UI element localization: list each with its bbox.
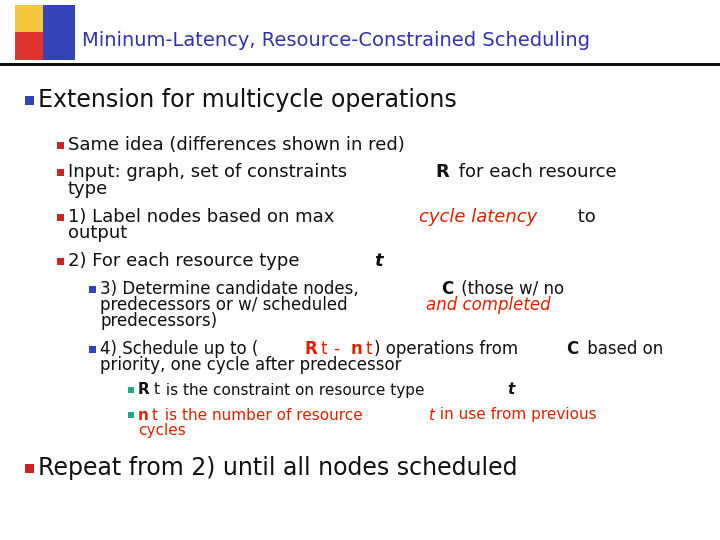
- Text: priority, one cycle after predecessor: priority, one cycle after predecessor: [100, 356, 402, 374]
- Text: t: t: [320, 340, 327, 358]
- Text: -: -: [329, 340, 346, 358]
- Text: t: t: [153, 382, 159, 397]
- Text: is the number of resource: is the number of resource: [160, 408, 367, 422]
- Text: Input: graph, set of constraints: Input: graph, set of constraints: [68, 163, 353, 181]
- Text: predecessors): predecessors): [100, 312, 217, 330]
- Text: t: t: [507, 382, 515, 397]
- Text: Extension for multicycle operations: Extension for multicycle operations: [38, 88, 456, 112]
- Text: 2) For each resource type: 2) For each resource type: [68, 252, 305, 270]
- Text: cycle latency: cycle latency: [419, 208, 537, 226]
- Text: n: n: [138, 408, 149, 422]
- FancyBboxPatch shape: [57, 213, 64, 220]
- Text: C: C: [441, 280, 453, 298]
- Text: is the constraint on resource type: is the constraint on resource type: [161, 382, 429, 397]
- FancyBboxPatch shape: [0, 63, 720, 66]
- Text: type: type: [68, 180, 108, 198]
- FancyBboxPatch shape: [15, 32, 43, 60]
- FancyBboxPatch shape: [43, 5, 75, 60]
- FancyBboxPatch shape: [57, 168, 64, 176]
- Text: t: t: [428, 408, 433, 422]
- Text: t: t: [374, 252, 383, 270]
- Text: R: R: [436, 163, 449, 181]
- Text: predecessors or w/ scheduled: predecessors or w/ scheduled: [100, 296, 353, 314]
- Text: 3) Determine candidate nodes,: 3) Determine candidate nodes,: [100, 280, 364, 298]
- FancyBboxPatch shape: [57, 258, 64, 265]
- Text: for each resource: for each resource: [454, 163, 617, 181]
- Text: R: R: [304, 340, 317, 358]
- Text: cycles: cycles: [138, 423, 186, 438]
- Text: t: t: [152, 408, 158, 422]
- FancyBboxPatch shape: [89, 346, 96, 353]
- Text: Same idea (differences shown in red): Same idea (differences shown in red): [68, 136, 405, 154]
- Text: n: n: [350, 340, 362, 358]
- FancyBboxPatch shape: [128, 412, 134, 418]
- Text: Repeat from 2) until all nodes scheduled: Repeat from 2) until all nodes scheduled: [38, 456, 518, 480]
- FancyBboxPatch shape: [25, 96, 34, 105]
- Text: based on: based on: [582, 340, 664, 358]
- Text: R: R: [138, 382, 150, 397]
- Text: to: to: [572, 208, 595, 226]
- Text: output: output: [68, 224, 127, 242]
- Text: 1) Label nodes based on max: 1) Label nodes based on max: [68, 208, 340, 226]
- FancyBboxPatch shape: [57, 141, 64, 149]
- Text: in use from previous: in use from previous: [436, 408, 597, 422]
- FancyBboxPatch shape: [15, 5, 55, 40]
- Text: C: C: [567, 340, 579, 358]
- Text: and completed: and completed: [426, 296, 551, 314]
- Text: Mininum-Latency, Resource-Constrained Scheduling: Mininum-Latency, Resource-Constrained Sc…: [82, 30, 590, 50]
- Text: ) operations from: ) operations from: [374, 340, 523, 358]
- FancyBboxPatch shape: [128, 387, 134, 393]
- FancyBboxPatch shape: [25, 463, 34, 472]
- Text: 4) Schedule up to (: 4) Schedule up to (: [100, 340, 258, 358]
- FancyBboxPatch shape: [89, 286, 96, 293]
- Text: (those w/ no: (those w/ no: [456, 280, 564, 298]
- Text: t: t: [365, 340, 372, 358]
